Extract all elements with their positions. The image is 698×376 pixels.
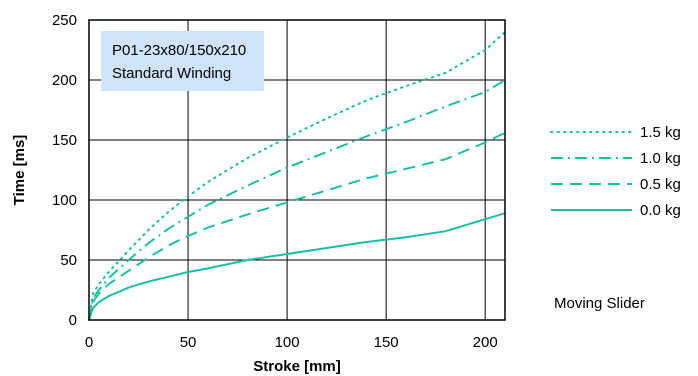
x-tick-label: 0 xyxy=(85,334,93,351)
legend: 1.5 kg 1.0 kg 0.5 kg 0.0 kg xyxy=(550,124,681,219)
y-axis-label: Time [ms] xyxy=(11,135,28,206)
annotation-box: P01-23x80/150x210 Standard Winding xyxy=(101,31,264,91)
y-tick-label: 150 xyxy=(52,132,77,149)
x-tick-label: 100 xyxy=(275,334,300,351)
x-axis-label: Stroke [mm] xyxy=(253,358,341,375)
annotation-line-1: P01-23x80/150x210 xyxy=(112,42,246,59)
series-line-0-0-kg xyxy=(88,212,506,321)
annotation-box-background xyxy=(101,31,264,91)
x-tick-label: 150 xyxy=(374,334,399,351)
plot-frame xyxy=(88,19,506,321)
y-tick-label: 200 xyxy=(52,72,77,89)
moving-slider-note: Moving Slider xyxy=(554,295,645,312)
legend-label: 0.5 kg xyxy=(640,176,681,193)
legend-label: 1.5 kg xyxy=(640,124,681,141)
series-line-1-5-kg xyxy=(88,31,506,321)
series-line-1-0-kg xyxy=(88,79,506,321)
x-tick-label: 50 xyxy=(180,334,197,351)
y-tick-label: 0 xyxy=(69,312,77,329)
x-tick-labels: 0 50 100 150 200 xyxy=(85,334,498,351)
y-tick-label: 100 xyxy=(52,192,77,209)
y-tick-labels: 0 50 100 150 200 250 xyxy=(52,12,77,329)
series-lines xyxy=(88,31,506,321)
legend-label: 0.0 kg xyxy=(640,202,681,219)
x-tick-label: 200 xyxy=(473,334,498,351)
y-tick-label: 250 xyxy=(52,12,77,29)
series-line-0-5-kg xyxy=(88,131,506,321)
legend-label: 1.0 kg xyxy=(640,150,681,167)
annotation-line-2: Standard Winding xyxy=(112,65,231,82)
y-tick-label: 50 xyxy=(60,252,77,269)
